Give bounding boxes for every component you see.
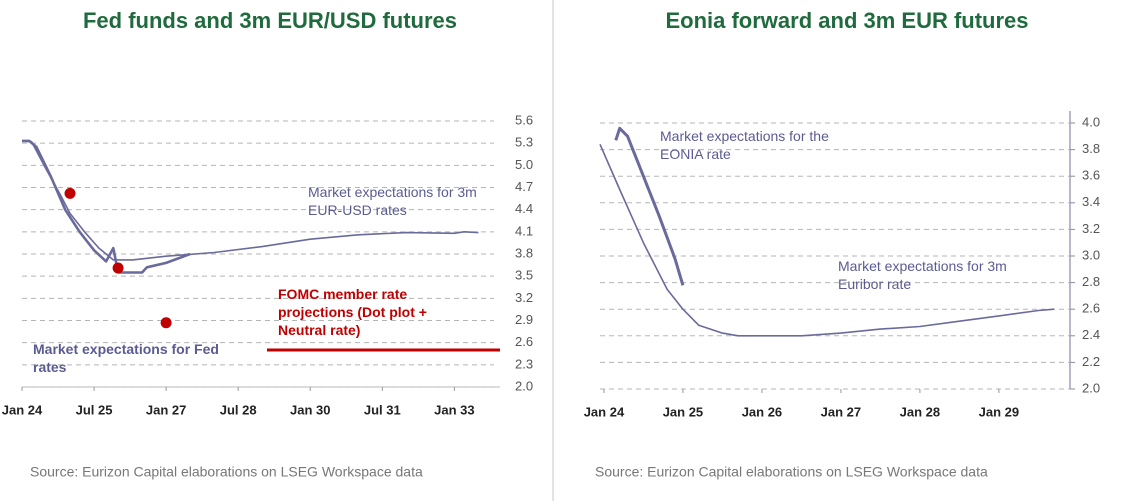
x-tick-label: Jan 28 [900, 404, 940, 419]
y-tick-label: 2.4 [1082, 327, 1100, 342]
y-tick-label: 4.7 [515, 179, 533, 194]
x-tick-label: Jan 26 [742, 404, 782, 419]
series-label: Market expectations for the EONIA rate [660, 128, 829, 162]
x-tick-label: Jan 29 [979, 404, 1019, 419]
x-tick-label: Jul 28 [220, 402, 257, 417]
y-tick-label: 2.8 [1082, 274, 1100, 289]
series-label: Market expectations for 3m EUR-USD rates [308, 184, 477, 218]
dot [64, 187, 76, 199]
chart-title: Fed funds and 3m EUR/USD futures [83, 8, 457, 33]
y-tick-label: 2.0 [1082, 380, 1100, 395]
dot [160, 317, 172, 329]
dot [112, 262, 124, 274]
x-tick-label: Jul 25 [76, 402, 113, 417]
series-line [614, 126, 685, 286]
source-note: Source: Eurizon Capital elaborations on … [30, 464, 423, 480]
y-tick-label: 3.6 [1082, 168, 1100, 183]
x-tick-label: Jan 24 [584, 404, 625, 419]
y-tick-label: 5.3 [515, 135, 533, 150]
y-tick-label: 2.3 [515, 356, 533, 371]
y-tick-label: 3.4 [1082, 194, 1100, 209]
x-tick-label: Jan 27 [821, 404, 861, 419]
y-tick-label: 2.6 [515, 334, 533, 349]
source-note: Source: Eurizon Capital elaborations on … [595, 464, 988, 480]
series-line [599, 143, 1055, 337]
x-tick-label: Jan 30 [290, 402, 330, 417]
y-tick-label: 5.6 [515, 112, 533, 127]
y-tick-label: 4.1 [515, 223, 533, 238]
chart-title: Eonia forward and 3m EUR futures [665, 8, 1028, 33]
y-tick-label: 2.6 [1082, 301, 1100, 316]
y-tick-label: 3.0 [1082, 247, 1100, 262]
y-tick-label: 3.8 [1082, 141, 1100, 156]
x-tick-label: Jan 24 [2, 402, 43, 417]
y-tick-label: 3.2 [515, 290, 533, 305]
y-tick-label: 3.2 [1082, 221, 1100, 236]
series-line [22, 139, 191, 274]
y-tick-label: 5.0 [515, 157, 533, 172]
x-tick-label: Jul 31 [364, 402, 401, 417]
y-tick-label: 4.0 [1082, 114, 1100, 129]
y-tick-label: 2.0 [515, 378, 533, 393]
y-tick-label: 4.4 [515, 201, 533, 216]
series-label: Market expectations for 3m Euribor rate [838, 258, 1007, 292]
series-label: Market expectations for Fed rates [33, 341, 219, 375]
y-tick-label: 2.2 [1082, 354, 1100, 369]
y-tick-label: 3.8 [515, 245, 533, 260]
x-tick-label: Jan 27 [146, 402, 186, 417]
y-tick-label: 3.5 [515, 268, 533, 283]
x-tick-label: Jan 25 [663, 404, 703, 419]
x-tick-label: Jan 33 [434, 402, 474, 417]
y-tick-label: 2.9 [515, 312, 533, 327]
series-label: FOMC member rate projections (Dot plot +… [278, 286, 427, 338]
